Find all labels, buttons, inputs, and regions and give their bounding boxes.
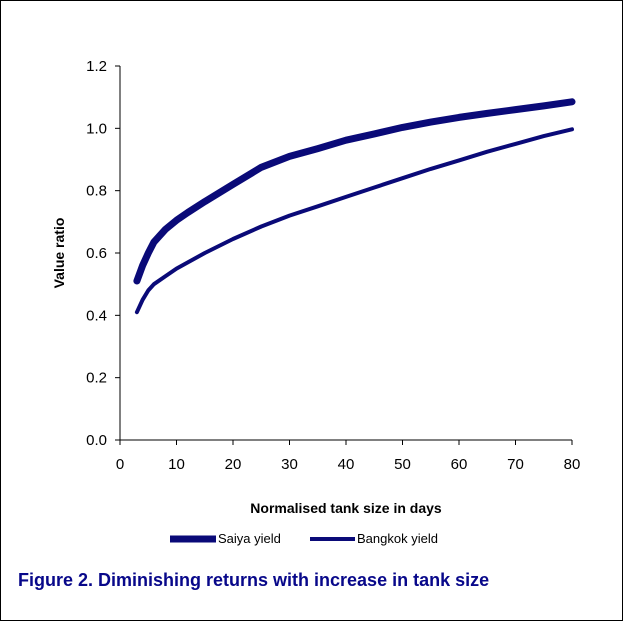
y-tick-label: 0.2 <box>86 370 107 387</box>
x-axis-title: Normalised tank size in days <box>250 500 442 516</box>
y-axis-title: Value ratio <box>51 218 67 289</box>
x-tick-label: 80 <box>564 456 581 473</box>
y-tick-label: 0.6 <box>86 245 107 262</box>
y-tick-label: 0.8 <box>86 183 107 200</box>
figure-caption: Figure 2. Diminishing returns with incre… <box>18 570 490 590</box>
x-tick-labels: 0 10 20 30 40 50 60 70 80 <box>116 456 581 473</box>
x-tick-label: 10 <box>168 456 185 473</box>
y-tick-label: 1.2 <box>86 58 107 75</box>
x-tick-label: 70 <box>507 456 524 473</box>
x-tick-label: 30 <box>281 456 298 473</box>
series-lines <box>133 98 576 315</box>
x-tick-label: 60 <box>451 456 468 473</box>
y-tick-label: 0.4 <box>86 307 107 324</box>
x-tick-label: 40 <box>338 456 355 473</box>
x-tick-label: 50 <box>394 456 411 473</box>
chart-legend: Saiya yield Bangkok yield <box>170 531 438 546</box>
chart-axes <box>115 65 573 445</box>
legend-label-bangkok-yield: Bangkok yield <box>357 531 438 546</box>
legend-label-saiya-yield: Saiya yield <box>218 531 281 546</box>
x-tick-label: 0 <box>116 456 124 473</box>
series-line-saiya-yield <box>133 98 576 285</box>
x-tick-label: 20 <box>225 456 242 473</box>
y-tick-label: 1.0 <box>86 120 107 137</box>
series-line-bangkok-yield <box>134 127 574 315</box>
y-tick-labels: 0.0 0.2 0.4 0.6 0.8 1.0 1.2 <box>86 58 107 449</box>
y-tick-label: 0.0 <box>86 432 107 449</box>
